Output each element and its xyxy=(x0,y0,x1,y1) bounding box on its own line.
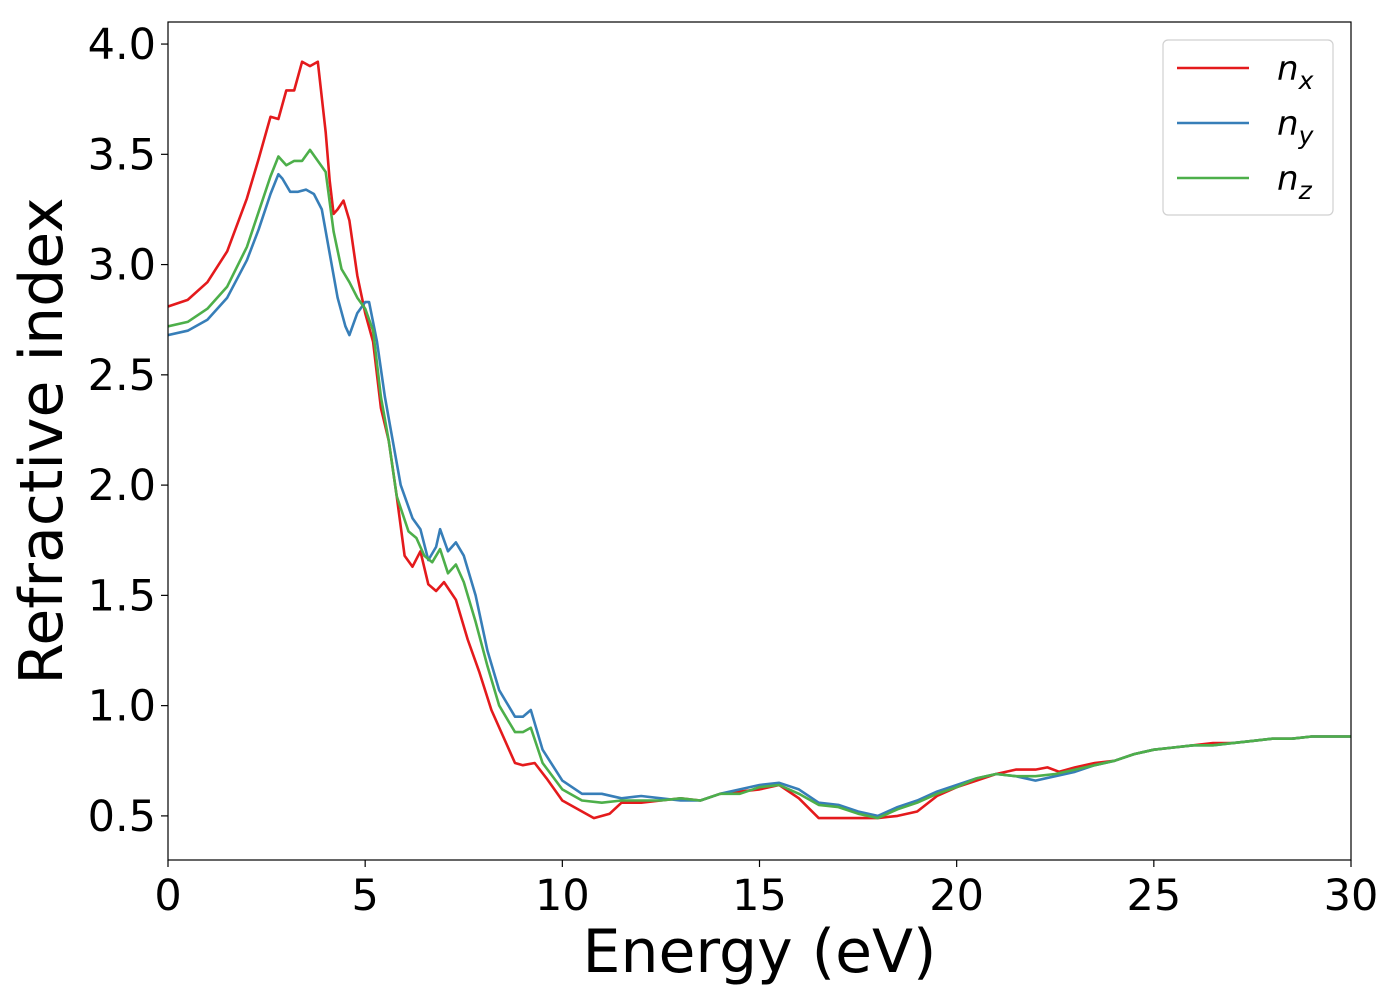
y-tick-label: 2.5 xyxy=(88,351,156,401)
y-tick-label: 3.0 xyxy=(88,241,156,291)
legend-label-y: ny xyxy=(1277,104,1315,150)
series-layer xyxy=(168,60,1351,820)
y-tick-label: 1.5 xyxy=(88,571,156,621)
x-tick-label: 15 xyxy=(732,871,787,921)
series-line-n-x xyxy=(168,60,1351,820)
legend-label-x: nx xyxy=(1277,49,1314,95)
x-tick-label: 0 xyxy=(154,871,181,921)
y-tick-label: 1.0 xyxy=(88,682,156,732)
x-tick-label: 30 xyxy=(1324,871,1379,921)
x-tick-label: 25 xyxy=(1126,871,1181,921)
x-axis: 0 5 10 15 20 25 30 xyxy=(154,860,1378,921)
x-tick-label: 5 xyxy=(351,871,378,921)
legend: nx ny nz xyxy=(1162,39,1334,216)
y-tick-label: 3.5 xyxy=(88,130,156,180)
legend-label-z: nz xyxy=(1277,159,1313,205)
x-tick-label: 20 xyxy=(929,871,984,921)
y-tick-label: 2.0 xyxy=(88,461,156,511)
x-axis-title: Energy (eV) xyxy=(583,917,937,987)
y-tick-label: 4.0 xyxy=(88,20,156,70)
y-axis: 0.5 1.0 1.5 2.0 2.5 3.0 3.5 4.0 xyxy=(88,20,168,842)
series-line-n-z xyxy=(168,148,1351,820)
legend-box xyxy=(1162,39,1334,216)
y-tick-label: 0.5 xyxy=(88,792,156,842)
y-axis-title: Refractive index xyxy=(7,197,77,684)
x-tick-label: 10 xyxy=(535,871,590,921)
series-line-n-y xyxy=(168,172,1351,818)
